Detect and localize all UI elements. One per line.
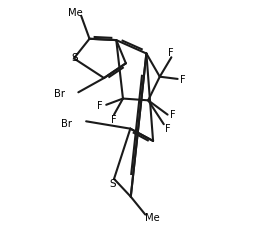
Text: F: F: [111, 115, 117, 124]
Text: Me: Me: [68, 8, 82, 18]
Text: F: F: [165, 124, 171, 133]
Text: Br: Br: [54, 89, 65, 99]
Text: F: F: [180, 74, 185, 85]
Text: S: S: [71, 53, 78, 63]
Text: F: F: [168, 48, 173, 58]
Text: Br: Br: [61, 118, 72, 128]
Text: S: S: [110, 178, 116, 189]
Text: F: F: [170, 110, 176, 120]
Text: F: F: [97, 101, 103, 111]
Text: Me: Me: [145, 212, 160, 222]
